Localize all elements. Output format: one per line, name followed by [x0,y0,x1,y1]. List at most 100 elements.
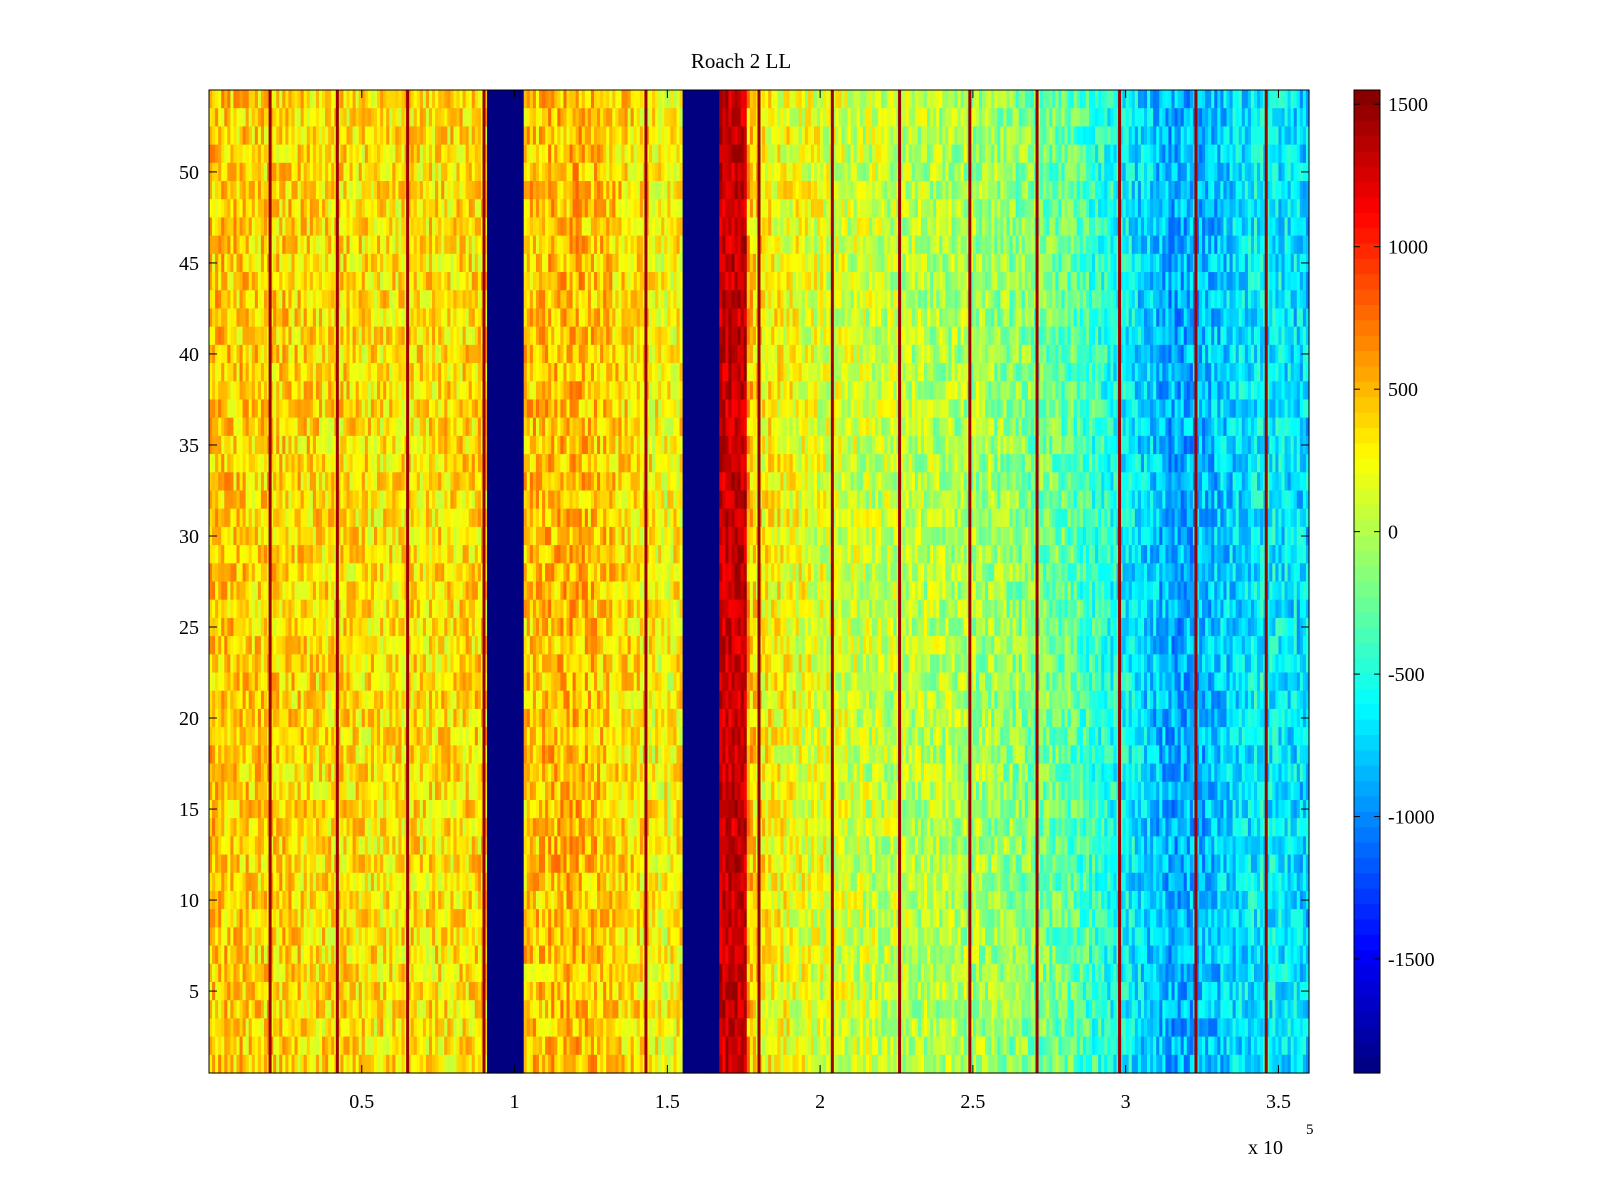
heatmap-cell [233,745,238,765]
heatmap-cell [254,435,259,455]
heatmap-cell [221,162,225,182]
heatmap-cell [254,654,259,674]
heatmap-cell [251,326,256,346]
heatmap-cell [239,508,244,528]
heatmap-cell [215,581,219,601]
heatmap-cell [242,326,247,346]
heatmap-cell [212,781,216,801]
heatmap-cell [227,399,231,419]
heatmap-cell [230,745,235,765]
heatmap-cell [248,472,253,492]
heatmap-cell [212,144,216,164]
heatmap-cell [230,526,235,546]
heatmap-cell [242,854,247,874]
heatmap-cell [251,945,256,965]
heatmap-cell [254,472,259,492]
heatmap-cell [236,981,241,1001]
heatmap-cell [209,290,213,310]
heatmap-cell [242,199,247,219]
heatmap-cell [227,90,231,109]
heatmap-cell [242,417,247,437]
heatmap-cell [239,799,244,819]
heatmap-cell [242,581,247,601]
heatmap-cell [215,381,219,401]
heatmap-cell [209,872,213,892]
heatmap-cell [215,1018,219,1038]
heatmap-cell [242,872,247,892]
heatmap-cell [218,818,222,837]
heatmap-cell [212,490,216,510]
heatmap-cell [212,1000,216,1019]
heatmap-cell [248,363,253,382]
heatmap-cell [212,363,216,382]
heatmap-cell [242,526,247,546]
heatmap-cell [215,290,219,310]
heatmap-cell [218,435,222,455]
heatmap-cell [251,563,256,583]
heatmap-cell [239,526,244,546]
heatmap-cell [218,636,222,655]
heatmap-cell [230,581,235,601]
heatmap-cell [221,272,225,291]
heatmap-cell [236,909,241,928]
heatmap-cell [248,945,253,965]
heatmap-cell [224,90,228,109]
heatmap-cell [233,199,238,219]
heatmap-cell [239,490,244,510]
heatmap-cell [254,945,259,965]
heatmap-cell [236,781,241,801]
heatmap-cell [221,927,225,947]
heatmap-cell [215,654,219,674]
heatmap-cell [251,90,256,109]
heatmap-cell [227,1036,231,1056]
heatmap-cell [254,727,259,746]
heatmap-cell [227,636,231,655]
heatmap-cell [245,945,250,965]
heatmap-cell [224,399,228,419]
heatmap-cell [215,199,219,219]
heatmap-cell [215,217,219,237]
heatmap-cell [236,235,241,255]
heatmap-cell [221,617,225,637]
heatmap-cell [236,745,241,765]
heatmap-cell [242,963,247,983]
heatmap-cell [236,945,241,965]
heatmap-cell [224,363,228,382]
heatmap-cell [248,617,253,637]
heatmap-cell [218,981,222,1001]
heatmap-cell [254,454,259,473]
heatmap-cell [239,581,244,601]
heatmap-cell [245,162,250,182]
heatmap-cell [242,1054,247,1074]
heatmap-cell [251,708,256,728]
heatmap-cell [233,308,238,328]
heatmap-cell [242,945,247,965]
heatmap-cell [218,526,222,546]
heatmap-cell [218,1054,222,1074]
heatmap-cell [224,818,228,837]
heatmap-cell [233,508,238,528]
heatmap-cell [233,381,238,401]
heatmap-cell [215,1036,219,1056]
heatmap-cell [224,490,228,510]
heatmap-cell [215,927,219,947]
heatmap-cell [209,417,213,437]
heatmap-cell [251,836,256,856]
heatmap-cell [215,417,219,437]
heatmap-cell [233,417,238,437]
heatmap-cell [209,909,213,928]
heatmap-cell [239,636,244,655]
heatmap-cell [209,144,213,164]
heatmap-cell [251,344,256,364]
heatmap-cell [224,617,228,637]
heatmap-cell [215,508,219,528]
heatmap-cell [209,181,213,200]
heatmap-cell [251,308,256,328]
heatmap-cell [212,199,216,219]
heatmap-cell [212,581,216,601]
heatmap-cell [209,545,213,564]
heatmap-cell [251,890,256,910]
heatmap-cell [254,217,259,237]
heatmap-cell [227,435,231,455]
heatmap-cell [248,126,253,146]
